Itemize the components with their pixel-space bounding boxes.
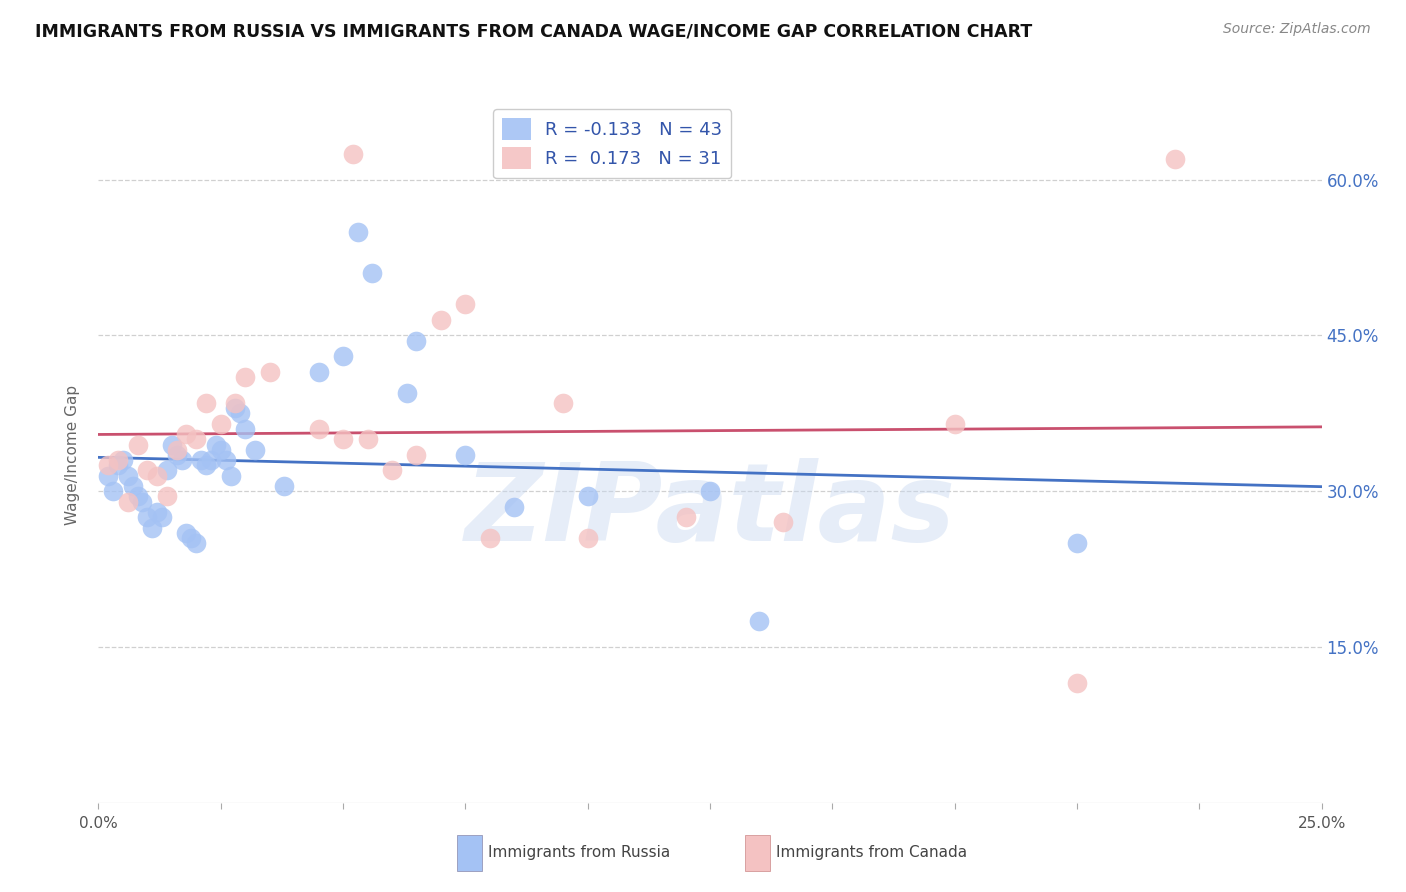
- Point: [224, 396, 246, 410]
- Point: [107, 453, 129, 467]
- Text: IMMIGRANTS FROM RUSSIA VS IMMIGRANTS FROM CANADA WAGE/INCOME GAP CORRELATION CHA: IMMIGRANTS FROM RUSSIA VS IMMIGRANTS FRO…: [35, 22, 1032, 40]
- Point: [748, 614, 770, 628]
- Point: [176, 525, 198, 540]
- Point: [503, 500, 526, 514]
- Point: [160, 437, 183, 451]
- Point: [166, 448, 188, 462]
- Text: Source: ZipAtlas.com: Source: ZipAtlas.com: [1223, 22, 1371, 37]
- Point: [1164, 152, 1187, 166]
- Legend: R = -0.133   N = 43, R =  0.173   N = 31: R = -0.133 N = 43, R = 0.173 N = 31: [494, 109, 731, 178]
- Point: [117, 468, 139, 483]
- Point: [101, 484, 124, 499]
- Point: [308, 365, 330, 379]
- Point: [127, 437, 149, 451]
- Point: [156, 463, 179, 477]
- Point: [146, 468, 169, 483]
- Point: [273, 479, 295, 493]
- Point: [699, 484, 721, 499]
- Point: [308, 422, 330, 436]
- Point: [195, 396, 218, 410]
- Point: [356, 433, 378, 447]
- Point: [553, 396, 575, 410]
- Point: [131, 494, 153, 508]
- Point: [107, 458, 129, 473]
- Point: [117, 494, 139, 508]
- Point: [136, 463, 159, 477]
- Point: [478, 531, 501, 545]
- Point: [395, 385, 418, 400]
- Point: [186, 433, 208, 447]
- Point: [121, 479, 143, 493]
- Point: [405, 334, 427, 348]
- Text: ZIPatlas: ZIPatlas: [464, 458, 956, 564]
- Point: [675, 510, 697, 524]
- Point: [381, 463, 404, 477]
- Point: [576, 531, 599, 545]
- Point: [127, 490, 149, 504]
- Text: 0.0%: 0.0%: [79, 816, 118, 831]
- Text: Immigrants from Canada: Immigrants from Canada: [776, 846, 967, 860]
- Point: [233, 422, 256, 436]
- Point: [332, 349, 354, 363]
- Point: [146, 505, 169, 519]
- Point: [243, 442, 266, 457]
- Point: [97, 458, 120, 473]
- Point: [97, 468, 120, 483]
- Point: [195, 458, 218, 473]
- Point: [111, 453, 134, 467]
- Point: [405, 448, 427, 462]
- Point: [772, 516, 794, 530]
- Point: [136, 510, 159, 524]
- Point: [332, 433, 354, 447]
- Point: [200, 453, 222, 467]
- Point: [1066, 676, 1088, 690]
- Point: [219, 468, 242, 483]
- Text: Immigrants from Russia: Immigrants from Russia: [488, 846, 671, 860]
- Text: 25.0%: 25.0%: [1298, 816, 1346, 831]
- Point: [342, 146, 364, 161]
- Point: [224, 401, 246, 416]
- Point: [346, 225, 368, 239]
- Point: [259, 365, 281, 379]
- Point: [190, 453, 212, 467]
- FancyBboxPatch shape: [457, 835, 482, 871]
- FancyBboxPatch shape: [745, 835, 770, 871]
- Point: [943, 417, 966, 431]
- Point: [361, 266, 384, 280]
- Point: [233, 370, 256, 384]
- Point: [186, 536, 208, 550]
- Point: [209, 417, 232, 431]
- Point: [166, 442, 188, 457]
- Point: [156, 490, 179, 504]
- Point: [214, 453, 236, 467]
- Point: [150, 510, 173, 524]
- Point: [1066, 536, 1088, 550]
- Point: [205, 437, 228, 451]
- Point: [229, 406, 252, 420]
- Point: [454, 297, 477, 311]
- Point: [170, 453, 193, 467]
- Point: [430, 313, 453, 327]
- Point: [176, 427, 198, 442]
- Y-axis label: Wage/Income Gap: Wage/Income Gap: [65, 384, 80, 525]
- Point: [576, 490, 599, 504]
- Point: [454, 448, 477, 462]
- Point: [209, 442, 232, 457]
- Point: [180, 531, 202, 545]
- Point: [141, 520, 163, 534]
